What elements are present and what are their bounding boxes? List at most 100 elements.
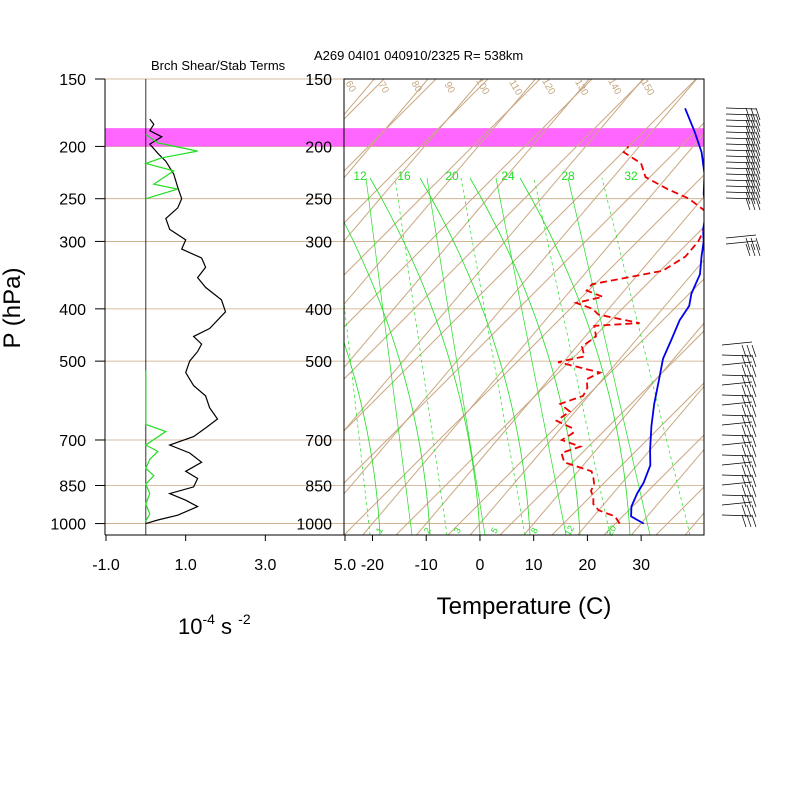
dry-adiabat-line — [395, 226, 704, 535]
mixing-ratio-label-top: 24 — [501, 169, 515, 183]
right-panel-title: A269 04I01 040910/2325 R= 538km — [314, 48, 523, 63]
wind-barb-flag — [746, 344, 752, 358]
right-x-tick-label: 20 — [579, 557, 597, 574]
wind-barb-flag — [746, 464, 752, 478]
wind-barb-flag — [750, 167, 756, 181]
right-pressure-tick-label: 300 — [305, 234, 332, 251]
left-x-tick-label: 3.0 — [254, 557, 276, 574]
isotherm-line — [416, 195, 704, 535]
mixing-ratio-line — [426, 177, 486, 535]
wind-barb-flag — [751, 454, 757, 468]
wind-barb-flag — [755, 107, 761, 121]
right-pressure-tick-label: 250 — [305, 192, 332, 209]
wind-barb-flag — [741, 364, 747, 378]
dry-adiabat-line — [344, 122, 704, 484]
wind-barb-flag — [751, 444, 757, 458]
wind-barb-flag — [745, 167, 751, 181]
wind-barb-flag — [741, 484, 747, 498]
wind-barb-flag — [746, 364, 752, 378]
mixing-ratio-line — [394, 177, 448, 535]
wind-barb-flag — [745, 161, 751, 175]
wind-barb-shaft — [725, 240, 757, 245]
wind-barb-flag — [751, 464, 757, 478]
isotherm-line — [344, 79, 590, 369]
wind-barb-flag — [755, 119, 761, 133]
wind-barb-flag — [751, 364, 757, 378]
wind-barb-flag — [746, 474, 752, 488]
pressure-gridlines — [105, 78, 704, 524]
wind-barb-flag — [750, 125, 756, 139]
wind-barb-flag — [750, 179, 756, 193]
wind-barb-flag — [755, 243, 761, 257]
wind-barb-shaft — [721, 461, 753, 466]
mixing-ratio-label-top: 12 — [353, 169, 367, 183]
wind-barb-flag — [745, 243, 751, 257]
wind-barb-flag — [745, 191, 751, 205]
moist-adiabat-line — [419, 177, 531, 535]
left-series-line-0 — [145, 118, 227, 525]
isotherm-label-top: 70 — [376, 80, 391, 96]
wind-barb-shaft — [721, 421, 753, 426]
wind-barb-flag — [741, 394, 747, 408]
wind-barb-flag — [751, 384, 757, 398]
wind-barb-flag — [751, 374, 757, 388]
wind-barb-flag — [746, 394, 752, 408]
dry-adiabat-line — [499, 330, 704, 535]
left-x-axis-label-exp1: -4 — [202, 611, 215, 627]
wind-barb-flag — [745, 131, 751, 145]
wind-barb-shaft — [721, 361, 753, 366]
moist-adiabat-line — [519, 177, 631, 535]
right-x-tick-label: 10 — [525, 557, 543, 574]
isotherm-line — [793, 79, 800, 535]
temperature-axis-label: Temperature (C) — [437, 593, 612, 620]
wind-barb-flag — [750, 113, 756, 127]
wind-barb-flag — [746, 384, 752, 398]
wind-barb-flag — [751, 424, 757, 438]
wind-barb-shaft — [721, 501, 753, 506]
dry-adiabat-line — [708, 0, 800, 535]
mixing-ratio-label-top: 16 — [397, 169, 411, 183]
dry-adiabat-line — [603, 434, 704, 535]
wind-barb-flag — [750, 137, 756, 151]
left-pressure-tick-label: 850 — [59, 478, 86, 495]
wind-barb-flag — [741, 504, 747, 518]
wind-barb-flag — [746, 454, 752, 468]
wind-barb-flag — [751, 494, 757, 508]
dry-adiabat-line — [551, 382, 704, 535]
wind-barb-flag — [750, 161, 756, 175]
wind-barb-flag — [751, 474, 757, 488]
wind-barb-flag — [745, 173, 751, 187]
dry-adiabat-line — [344, 79, 697, 432]
wind-barb-flag — [745, 137, 751, 151]
wind-barb-flag — [755, 237, 761, 251]
pressure-axis-label: P (hPa) — [0, 268, 26, 349]
wind-barb-flag — [755, 149, 761, 163]
wind-barb-flag — [751, 344, 757, 358]
wind-barb-flag — [746, 374, 752, 388]
mixing-ratio-label-top: 28 — [561, 169, 575, 183]
mixing-ratio-label-bottom: 1 — [374, 526, 385, 535]
wind-barb-flag — [746, 494, 752, 508]
left-pressure-tick-label: 500 — [59, 354, 86, 371]
isotherm-label-top: 150 — [638, 78, 656, 98]
wind-barb-flag — [745, 149, 751, 163]
wind-barb-flag — [745, 107, 751, 121]
left-pressure-tick-label: 400 — [59, 302, 86, 319]
dewpoint-profile-line — [554, 145, 704, 525]
wind-barb-flag — [746, 404, 752, 418]
wind-barb-flag — [751, 414, 757, 428]
mixing-ratio-line — [567, 177, 651, 535]
wind-barb-flag — [745, 125, 751, 139]
wind-barb-flag — [746, 514, 752, 528]
moist-adiabat-line — [344, 221, 431, 535]
isotherm-line — [631, 448, 704, 535]
skewt-background — [344, 0, 800, 535]
right-x-tick-label: 30 — [632, 557, 650, 574]
wind-barb-flag — [741, 424, 747, 438]
wind-barb-flag — [755, 185, 761, 199]
right-pressure-tick-label: 400 — [305, 302, 332, 319]
isotherm-line — [344, 79, 483, 242]
dry-adiabat-line — [760, 0, 800, 535]
wind-barb-flag — [750, 185, 756, 199]
